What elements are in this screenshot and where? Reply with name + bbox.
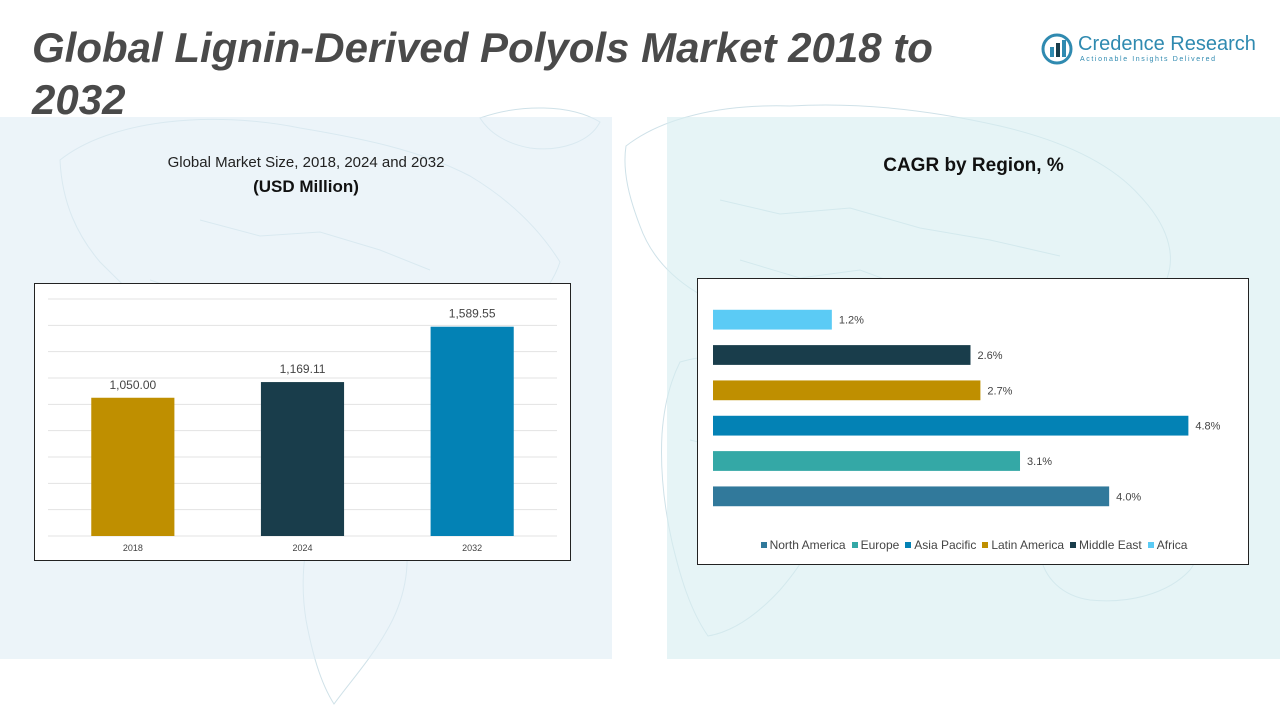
value-label-2024: 1,169.11 xyxy=(280,362,326,376)
value-label-north-america: 4.0% xyxy=(1116,491,1141,503)
legend-item-middle-east: Middle East xyxy=(1070,538,1142,552)
legend-item-north-america: North America xyxy=(760,538,846,552)
cagr-chart-svg: 4.0% 3.1% 4.8% 2.7% 2.6% 1.2% xyxy=(713,309,1221,507)
legend-swatch xyxy=(1147,542,1154,548)
legend-swatch xyxy=(760,542,767,548)
legend-swatch xyxy=(905,542,912,548)
legend-label: Europe xyxy=(860,538,900,552)
legend-swatch xyxy=(851,542,858,548)
bar-2024 xyxy=(260,382,345,536)
credence-research-logo: Credence Research Actionable Insights De… xyxy=(1040,32,1260,68)
bar-middle-east xyxy=(713,345,971,365)
bar-2032 xyxy=(430,326,514,536)
legend-label: Asia Pacific xyxy=(914,538,977,552)
bar-asia-pacific xyxy=(713,415,1189,436)
value-label-asia-pacific: 4.8% xyxy=(1195,421,1220,433)
cagr-legend: North America Europe Asia Pacific Latin Ame… xyxy=(698,538,1250,552)
bar-europe xyxy=(713,451,1021,471)
tick-label-2024: 2024 xyxy=(292,543,312,553)
legend-item-latin-america: Latin America xyxy=(982,538,1064,552)
value-label-europe: 3.1% xyxy=(1027,456,1052,468)
logo-name: Credence Research xyxy=(1078,33,1256,55)
legend-item-africa: Africa xyxy=(1147,538,1188,552)
legend-label: Middle East xyxy=(1079,538,1142,552)
bar-latin-america xyxy=(713,380,981,401)
bar-2018 xyxy=(91,397,175,536)
legend-label: Latin America xyxy=(991,538,1065,552)
cagr-title: CAGR by Region, % xyxy=(883,155,1064,176)
value-label-latin-america: 2.7% xyxy=(987,385,1012,397)
value-label-2032: 1,589.55 xyxy=(449,307,496,321)
market-size-chart-svg: 1,050.00 2018 1,169.11 2024 1,589.55 2032 xyxy=(48,298,557,553)
value-label-africa: 1.2% xyxy=(839,315,864,327)
legend-item-asia-pacific: Asia Pacific xyxy=(905,538,976,552)
bar-north-america xyxy=(713,486,1110,507)
value-label-2018: 1,050.00 xyxy=(109,378,156,392)
market-size-chart: 1,050.00 2018 1,169.11 2024 1,589.55 2032 xyxy=(34,283,571,561)
legend-item-europe: Europe xyxy=(851,538,900,552)
value-label-middle-east: 2.6% xyxy=(978,350,1003,362)
logo-tagline: Actionable Insights Delivered xyxy=(1080,56,1217,63)
market-size-subtitle: Global Market Size, 2018, 2024 and 2032 xyxy=(167,154,445,171)
page-title: Global Lignin-Derived Polyols Market 201… xyxy=(32,24,933,123)
logo-icon xyxy=(1041,33,1073,65)
legend-label: North America xyxy=(769,538,846,552)
legend-swatch xyxy=(982,542,989,548)
legend-label: Africa xyxy=(1156,538,1188,552)
cagr-chart: 4.0% 3.1% 4.8% 2.7% 2.6% 1.2% North America Eu… xyxy=(697,278,1249,565)
bar-africa xyxy=(713,309,832,330)
market-size-unit: (USD Million) xyxy=(253,177,359,196)
tick-label-2032: 2032 xyxy=(462,543,482,553)
tick-label-2018: 2018 xyxy=(123,543,143,553)
legend-swatch xyxy=(1070,542,1077,548)
